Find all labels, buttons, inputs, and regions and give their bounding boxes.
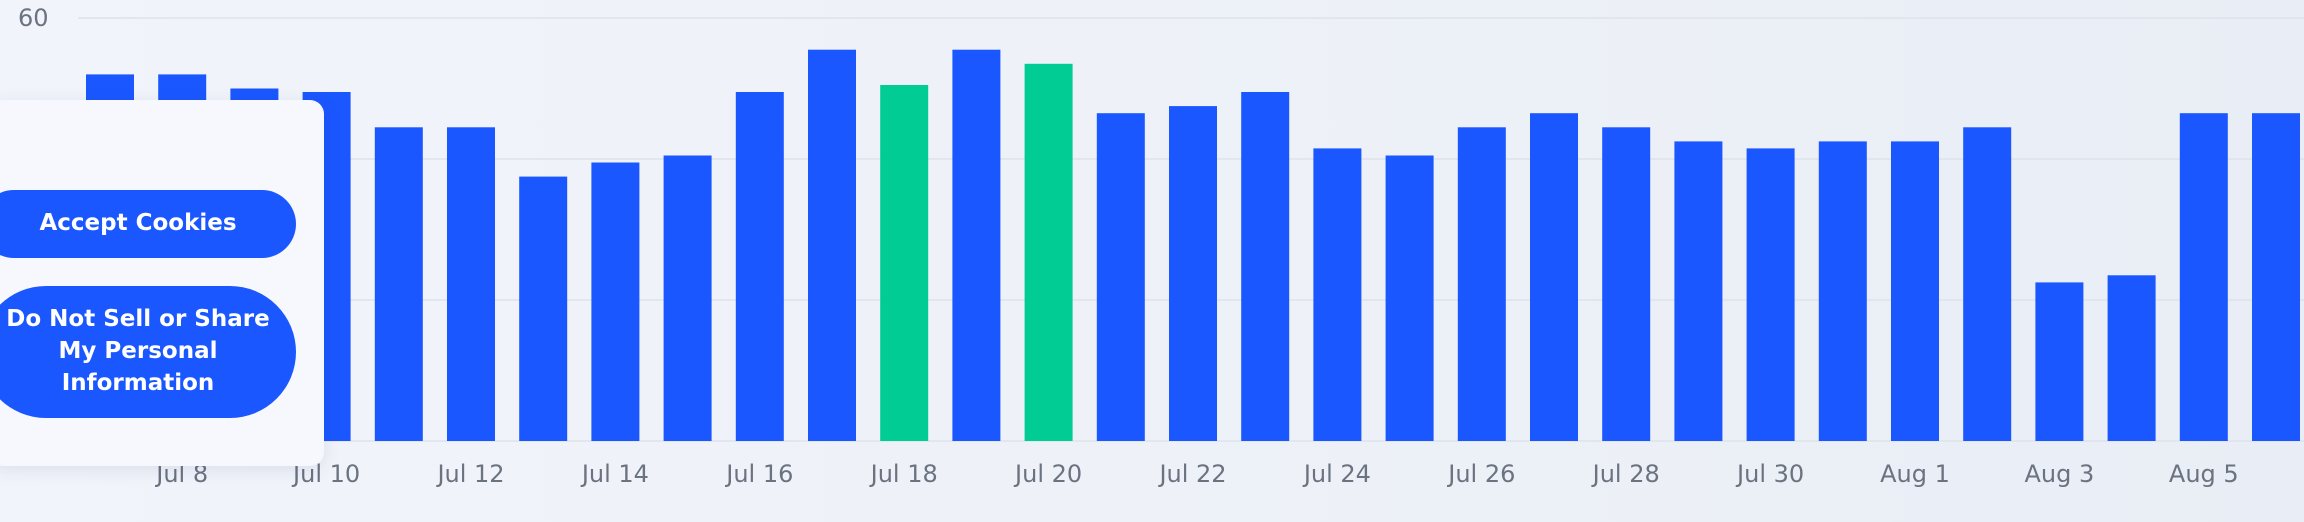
- x-tick-label: Jul 24: [1302, 460, 1371, 488]
- bar[interactable]: [1891, 141, 1939, 441]
- x-tick-label: Jul 12: [435, 460, 504, 488]
- x-tick-label: Aug 1: [1880, 460, 1950, 488]
- bar[interactable]: [447, 127, 495, 442]
- bar[interactable]: [1313, 148, 1362, 441]
- x-tick-label: Jul 16: [724, 460, 793, 488]
- bar[interactable]: [2107, 275, 2156, 441]
- x-tick-label: Aug 3: [2025, 460, 2095, 488]
- accept-cookies-button[interactable]: Accept Cookies: [0, 190, 296, 258]
- bar[interactable]: [663, 155, 712, 442]
- bar[interactable]: [1963, 127, 2012, 442]
- x-tick-label: Jul 30: [1735, 460, 1804, 488]
- x-tick-label: Jul 28: [1591, 460, 1660, 488]
- bar[interactable]: [1457, 127, 1506, 442]
- bar[interactable]: [1746, 148, 1795, 441]
- bar[interactable]: [735, 92, 784, 441]
- bar[interactable]: [2179, 113, 2228, 441]
- x-tick-label: Jul 20: [1013, 460, 1082, 488]
- bar[interactable]: [374, 127, 423, 442]
- bar[interactable]: [519, 176, 568, 441]
- bar[interactable]: [1674, 141, 1723, 441]
- do-not-sell-button[interactable]: Do Not Sell or Share My Personal Informa…: [0, 286, 296, 418]
- bar[interactable]: [1385, 155, 1434, 442]
- bar[interactable]: [1169, 106, 1217, 441]
- y-tick-label: 60: [18, 4, 49, 32]
- x-tick-label: Aug 5: [2169, 460, 2239, 488]
- bar[interactable]: [2252, 113, 2300, 441]
- bar[interactable]: [2035, 282, 2084, 441]
- bar[interactable]: [1530, 113, 1578, 441]
- bar[interactable]: [1096, 113, 1145, 441]
- bar[interactable]: [952, 49, 1001, 441]
- bar[interactable]: [808, 49, 856, 441]
- bar[interactable]: [591, 162, 640, 442]
- x-tick-label: Jul 26: [1446, 460, 1515, 488]
- x-tick-label: Jul 22: [1157, 460, 1226, 488]
- bar[interactable]: [1602, 127, 1651, 442]
- bar[interactable]: [1241, 92, 1290, 441]
- x-tick-label: Jul 14: [580, 460, 649, 488]
- x-tick-label: Jul 18: [869, 460, 938, 488]
- bar-highlighted[interactable]: [1024, 63, 1073, 442]
- bar-highlighted[interactable]: [880, 85, 929, 441]
- bar[interactable]: [1818, 141, 1867, 441]
